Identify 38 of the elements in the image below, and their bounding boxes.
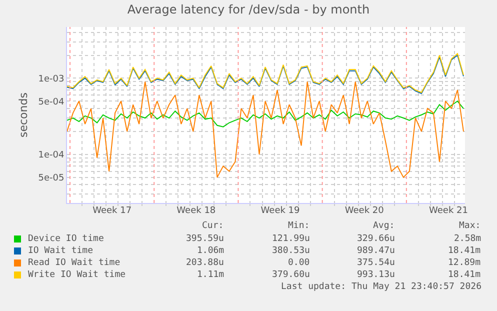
text: Max:	[459, 221, 481, 231]
text: 375.54u	[357, 258, 395, 268]
text: 395.59u	[186, 234, 224, 244]
text: 989.47u	[357, 246, 395, 256]
text: Avg:	[373, 221, 395, 231]
text: 379.60u	[272, 270, 310, 280]
text: Min:	[288, 221, 310, 231]
x-tick-label: Week 21	[428, 206, 468, 216]
text: 993.13u	[357, 270, 395, 280]
y-tick-label: 5e-05	[38, 173, 64, 184]
line-series	[67, 81, 464, 178]
line-series	[67, 100, 464, 128]
y-tick-label: 1e-03	[38, 74, 64, 84]
text: 18.41m	[448, 246, 481, 256]
text: 12.89m	[448, 258, 481, 268]
text: 2.58m	[454, 234, 482, 244]
text: Last update: Thu May 21 23:40:57 2026	[281, 282, 482, 292]
x-tick-label: Week 18	[176, 206, 216, 216]
legend-label: IO Wait time	[28, 246, 94, 256]
text: Cur:	[202, 221, 224, 231]
text: 1.11m	[197, 270, 224, 280]
y-axis-title: seconds	[16, 92, 30, 138]
x-tick-label: Week 20	[344, 206, 384, 216]
chart-title: Average latency for /dev/sda - by month	[127, 2, 370, 16]
legend-label: Read IO Wait time	[28, 258, 120, 268]
y-tick-label: 1e-04	[38, 150, 64, 161]
y-tick-label: 5e-04	[38, 97, 64, 108]
x-tick-label: Week 17	[92, 206, 132, 216]
text: 18.41m	[448, 270, 481, 280]
x-tick-label: Week 19	[260, 206, 300, 216]
text: 203.88u	[186, 258, 224, 268]
text: 121.99u	[272, 234, 310, 244]
legend-label: Device IO time	[28, 234, 104, 244]
legend-label: Write IO Wait time	[28, 270, 126, 280]
text: 0.00	[288, 258, 310, 268]
text: 1.06m	[197, 246, 224, 256]
text: 380.53u	[272, 246, 310, 256]
text: 329.66u	[357, 234, 395, 244]
